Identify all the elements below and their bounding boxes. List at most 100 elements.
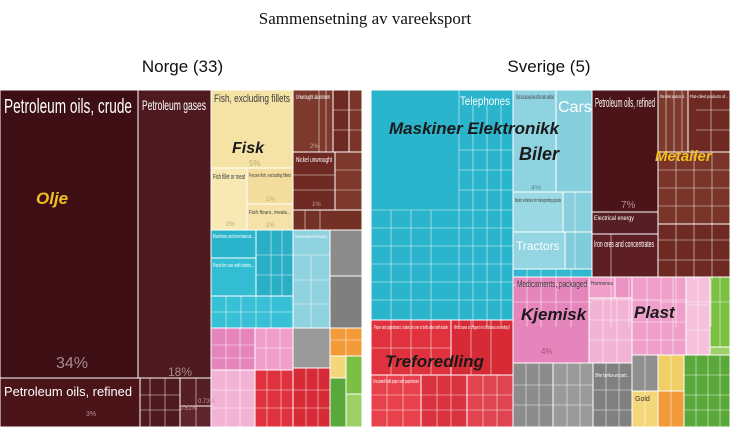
sweden-heading: Sverige (5)	[507, 57, 591, 76]
tile-misc-b	[329, 275, 362, 329]
tile-flat-rolled-1	[657, 90, 689, 153]
category-maskiner-elektronikk: Maskiner Elektronikk	[389, 119, 561, 138]
tile-fish-excluding-fillets	[210, 90, 294, 169]
pct-fish: 5%	[249, 159, 261, 168]
label-petroleum-crude: Petroleum oils, crude	[4, 96, 132, 118]
tile-red-b	[292, 367, 331, 427]
pct-petroleum-gases: 18%	[168, 365, 192, 379]
tile-cruise-ships	[292, 229, 331, 329]
pct-petroleum-refined-se: 7%	[621, 200, 636, 211]
tile-green-c	[345, 393, 362, 427]
norway-heading: Norge (33)	[141, 57, 224, 76]
category-metaller: Metaller	[655, 148, 713, 165]
pct-petroleum-refined: 3%	[86, 411, 96, 418]
pct-fuel-small-b: 0.73%	[198, 399, 216, 405]
label-iron-ores: Iron ores and concentrates	[594, 239, 654, 249]
tile-fuel-small-2	[179, 377, 212, 407]
tile-misc-c	[292, 327, 331, 369]
tile-flat-rolled-2	[687, 90, 730, 153]
tile-paper-a	[420, 374, 468, 427]
tile-green-a	[345, 355, 362, 395]
tile-petroleum-gases	[137, 90, 212, 379]
pct-nickel: 1%	[312, 202, 321, 208]
label-cruise-ships: Cruise ships and similar vessels for the…	[295, 234, 328, 239]
tile-metals-d	[292, 209, 362, 231]
tile-wood-sawn	[450, 319, 514, 376]
tile-red-a	[254, 369, 294, 427]
norway-treemap: Petroleum oils, crude Olje 34% Petroleum…	[0, 90, 362, 427]
tile-tractors	[512, 231, 566, 270]
label-nickel-unwrought: Nickel unwrought	[296, 157, 332, 164]
tile-plastic-a	[631, 276, 687, 356]
tile-unwrought-aluminum	[292, 90, 334, 153]
tile-machinery-a	[255, 229, 294, 297]
sweden-treemap: Telephones Maskiner Elektronikk Parts an…	[371, 90, 730, 427]
label-machines-mechanical: Machines and mechanical...	[213, 234, 254, 240]
tile-chemicals-se-a	[614, 276, 633, 299]
tile-metals-c	[334, 151, 362, 211]
label-medicaments: Medicaments, packaged	[517, 279, 587, 289]
tile-gold-small	[329, 355, 347, 379]
pct-aluminum: 2%	[310, 144, 319, 150]
tile-chemicals-a	[210, 327, 256, 371]
tile-metals-a	[332, 90, 350, 153]
pct-fish-flours: 1%	[266, 223, 275, 229]
tile-green-se-b	[683, 354, 730, 427]
label-unwrought-aluminum: Unwrought aluminum	[296, 94, 330, 101]
tile-petroleum-crude	[0, 90, 139, 379]
norway-treemap-svg: Petroleum oils, crude Olje 34% Petroleum…	[0, 90, 362, 427]
label-petroleum-refined-se: Petroleum oils, refined	[595, 95, 655, 110]
tile-chemicals-c	[210, 369, 256, 427]
category-biler: Biler	[519, 144, 560, 164]
pct-vehicles: 4%	[531, 185, 541, 192]
tile-gray-bottom-b	[552, 362, 594, 427]
label-fish-excluding-fillets: Fish, excluding fillets	[214, 93, 290, 105]
label-parts-hoists: Parts for use with hoists...	[213, 263, 254, 269]
label-tractors: Tractors	[516, 239, 560, 253]
label-cars: Cars	[558, 99, 592, 116]
tile-vehicles-a	[562, 191, 593, 233]
pct-fish-fillet: 2%	[226, 222, 235, 228]
pct-medicaments: 4%	[541, 347, 553, 356]
label-petroleum-refined: Petroleum oils, refined	[4, 384, 132, 399]
category-kjemisk: Kjemisk	[521, 305, 588, 324]
tile-petroleum-refined-se	[591, 90, 659, 213]
category-olje: Olje	[36, 189, 68, 208]
pct-frozen-fish: 1%	[266, 197, 275, 203]
label-wood-sawn: Wood sawn or chipped of a thickness exce…	[454, 325, 510, 331]
label-fish-flours: Fish flours, meals...	[249, 210, 291, 216]
label-hormones: Hormones	[591, 281, 613, 287]
category-plast: Plast	[634, 303, 676, 322]
category-treforedling: Treforedling	[385, 352, 484, 371]
tile-green-se-c	[709, 346, 730, 356]
label-frozen-fish: Frozen fish, excluding fillets	[249, 173, 291, 179]
label-telephones: Telephones	[460, 94, 510, 108]
label-gold: Gold	[635, 396, 650, 403]
tile-fuel-small-1	[139, 377, 181, 427]
tile-machines-mechanical	[210, 229, 257, 259]
tile-paper-b	[466, 374, 514, 427]
pct-petroleum-crude: 34%	[56, 355, 88, 372]
figure-title: Sammensetning av vareeksport	[258, 9, 472, 28]
label-uncoated-paper: Uncoated kraft paper and paperboard	[373, 379, 419, 385]
label-fish-fillet: Fish fillet or meat	[213, 174, 245, 181]
tile-furniture	[592, 362, 633, 427]
tile-gray-bottom-a	[512, 362, 554, 427]
label-paper-coated: Paper and paperboard, coated on one or b…	[374, 325, 448, 331]
sweden-treemap-svg: Telephones Maskiner Elektronikk Parts an…	[371, 90, 730, 427]
label-motor-goods: Motor vehicles for transporting goods	[515, 198, 561, 204]
tile-fish-flours	[246, 203, 294, 231]
pct-fuel-small-a: 0.61%	[180, 406, 198, 412]
label-electrical-energy: Electrical energy	[594, 216, 634, 222]
tile-metals-b	[348, 90, 362, 153]
tile-motor-parts	[512, 90, 557, 193]
label-flat-rolled-1: Flat-rolled products of...	[660, 94, 686, 99]
tile-chemicals-b	[254, 327, 294, 371]
label-petroleum-gases: Petroleum gases	[142, 97, 206, 113]
tile-nickel-unwrought	[292, 151, 336, 211]
tile-vehicles-b	[564, 231, 593, 270]
category-fisk: Fisk	[232, 140, 265, 157]
tile-misc-a	[329, 229, 362, 277]
tile-chemicals-se-b	[588, 297, 633, 364]
label-furniture: Other furniture and parts...	[595, 373, 629, 379]
